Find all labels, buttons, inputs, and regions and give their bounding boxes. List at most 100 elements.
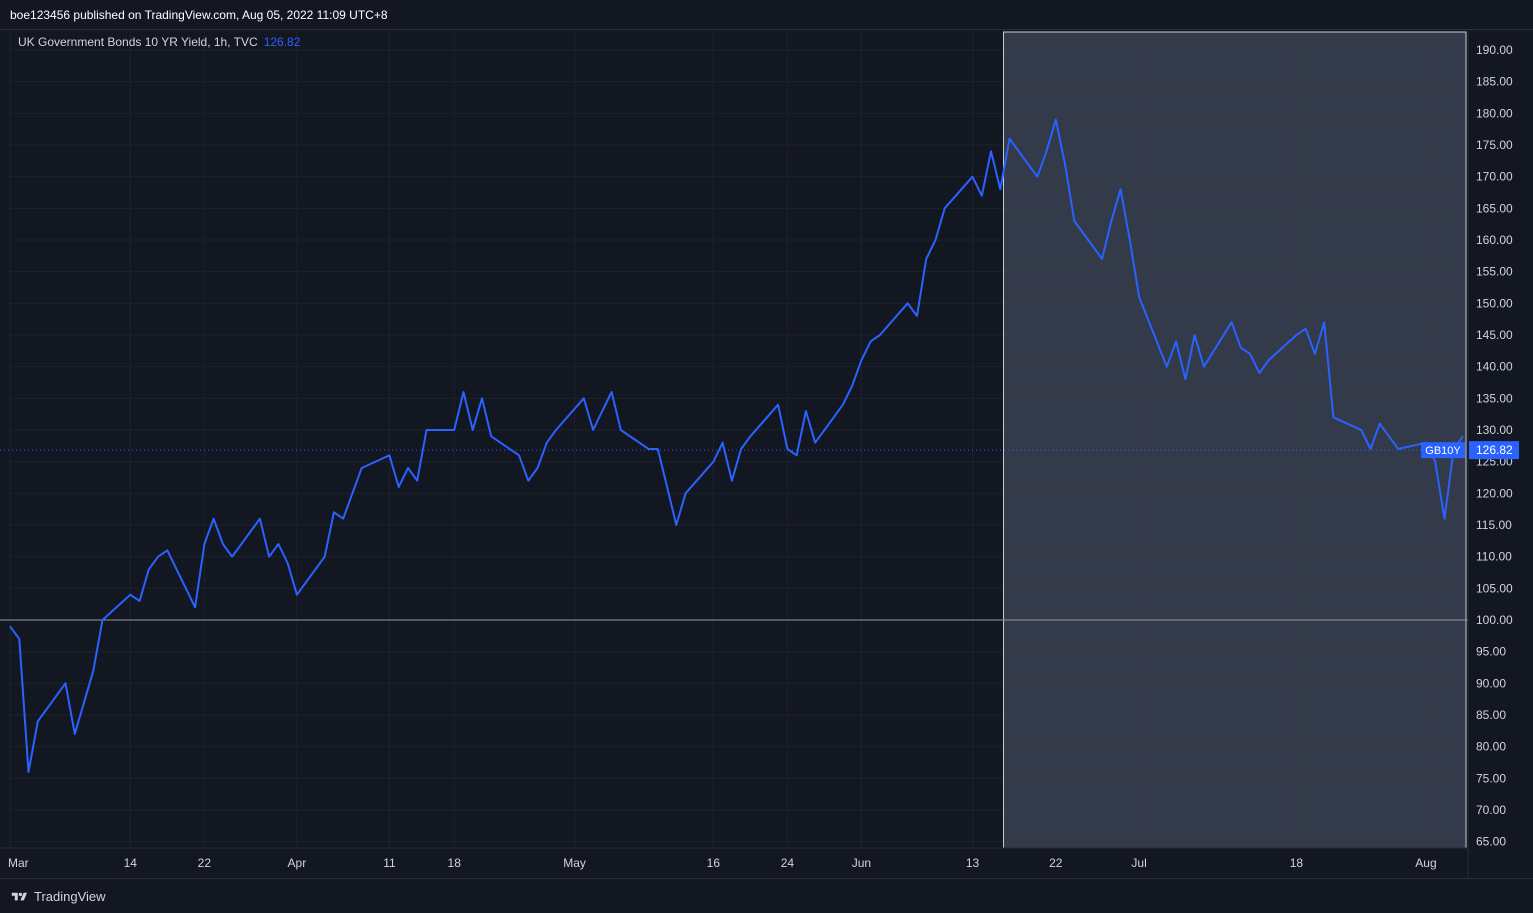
data-point[interactable] [101, 618, 105, 622]
data-point[interactable] [73, 732, 77, 736]
data-point[interactable] [461, 390, 465, 394]
data-point[interactable] [1387, 434, 1391, 438]
data-point[interactable] [545, 441, 549, 445]
data-point[interactable] [906, 301, 910, 305]
data-point[interactable] [998, 187, 1002, 191]
data-point[interactable] [1072, 219, 1076, 223]
data-point[interactable] [202, 542, 206, 546]
data-point[interactable] [471, 428, 475, 432]
data-point[interactable] [1054, 118, 1058, 122]
data-point[interactable] [193, 605, 197, 609]
data-point[interactable] [841, 403, 845, 407]
data-point[interactable] [1396, 447, 1400, 451]
data-point[interactable] [647, 447, 651, 451]
data-point[interactable] [424, 428, 428, 432]
data-point[interactable] [8, 624, 12, 628]
data-point[interactable] [970, 175, 974, 179]
tradingview-brand[interactable]: TradingView [10, 889, 106, 904]
data-point[interactable] [795, 453, 799, 457]
data-point[interactable] [480, 396, 484, 400]
data-point[interactable] [610, 390, 614, 394]
data-point[interactable] [674, 523, 678, 527]
data-point[interactable] [1183, 377, 1187, 381]
data-point[interactable] [1267, 358, 1271, 362]
data-point[interactable] [350, 491, 354, 495]
data-point[interactable] [656, 447, 660, 451]
data-point[interactable] [776, 403, 780, 407]
data-point[interactable] [1008, 137, 1012, 141]
data-point[interactable] [91, 669, 95, 673]
data-point[interactable] [933, 238, 937, 242]
data-point[interactable] [156, 555, 160, 559]
data-point[interactable] [665, 485, 669, 489]
data-point[interactable] [128, 593, 132, 597]
data-point[interactable] [1442, 517, 1446, 521]
data-point[interactable] [554, 428, 558, 432]
data-point[interactable] [1045, 149, 1049, 153]
data-point[interactable] [1165, 365, 1169, 369]
data-point[interactable] [323, 555, 327, 559]
data-point[interactable] [1313, 352, 1317, 356]
data-point[interactable] [1294, 333, 1298, 337]
data-point[interactable] [36, 719, 40, 723]
data-point[interactable] [591, 428, 595, 432]
data-point[interactable] [989, 149, 993, 153]
data-point[interactable] [489, 434, 493, 438]
data-point[interactable] [1174, 339, 1178, 343]
data-point[interactable] [1202, 365, 1206, 369]
data-point[interactable] [582, 396, 586, 400]
data-point[interactable] [878, 333, 882, 337]
data-point[interactable] [1109, 219, 1113, 223]
data-point[interactable] [536, 466, 540, 470]
data-point[interactable] [64, 681, 68, 685]
data-point[interactable] [785, 447, 789, 451]
data-point[interactable] [684, 491, 688, 495]
highlight-rectangle[interactable] [1003, 31, 1467, 849]
data-point[interactable] [739, 447, 743, 451]
data-point[interactable] [1322, 320, 1326, 324]
data-point[interactable] [147, 567, 151, 571]
data-point[interactable] [1119, 187, 1123, 191]
data-point[interactable] [1248, 352, 1252, 356]
data-point[interactable] [286, 561, 290, 565]
data-point[interactable] [980, 194, 984, 198]
data-point[interactable] [1230, 320, 1234, 324]
data-point[interactable] [267, 555, 271, 559]
data-point[interactable] [619, 428, 623, 432]
data-point[interactable] [943, 206, 947, 210]
data-point[interactable] [1128, 238, 1132, 242]
data-point[interactable] [387, 453, 391, 457]
data-point[interactable] [721, 441, 725, 445]
data-point[interactable] [924, 257, 928, 261]
data-point[interactable] [138, 599, 142, 603]
data-point[interactable] [332, 510, 336, 514]
data-point[interactable] [341, 517, 345, 521]
data-point[interactable] [517, 453, 521, 457]
data-point[interactable] [406, 466, 410, 470]
data-point[interactable] [600, 409, 604, 413]
data-point[interactable] [526, 479, 530, 483]
data-point[interactable] [1368, 447, 1372, 451]
data-point[interactable] [1359, 428, 1363, 432]
data-point[interactable] [1063, 162, 1067, 166]
data-point[interactable] [850, 384, 854, 388]
data-point[interactable] [1433, 460, 1437, 464]
data-point[interactable] [165, 548, 169, 552]
data-point[interactable] [1461, 434, 1465, 438]
data-point[interactable] [1331, 415, 1335, 419]
data-point[interactable] [258, 517, 262, 521]
data-point[interactable] [1137, 295, 1141, 299]
data-point[interactable] [915, 314, 919, 318]
data-point[interactable] [212, 517, 216, 521]
data-point[interactable] [360, 466, 364, 470]
data-point[interactable] [276, 542, 280, 546]
data-point[interactable] [859, 358, 863, 362]
data-point[interactable] [804, 409, 808, 413]
data-point[interactable] [230, 555, 234, 559]
data-point[interactable] [17, 637, 21, 641]
data-point[interactable] [1304, 327, 1308, 331]
data-point[interactable] [452, 428, 456, 432]
data-point[interactable] [295, 593, 299, 597]
data-point[interactable] [397, 485, 401, 489]
